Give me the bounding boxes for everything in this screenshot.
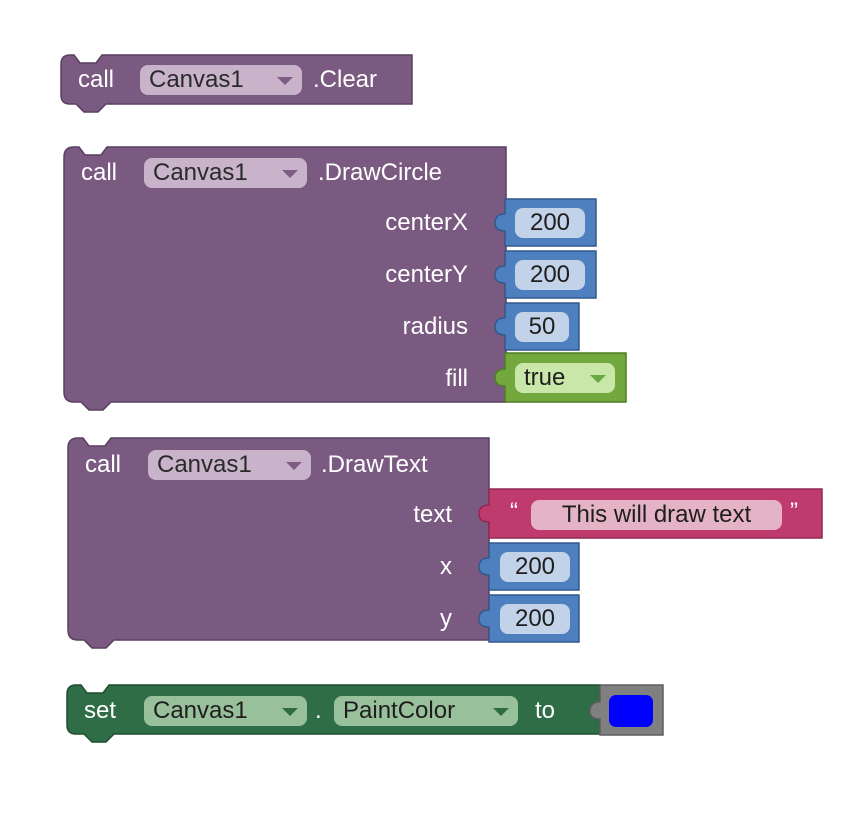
component-dropdown[interactable]: Canvas1 [144,696,307,726]
method-name: .DrawText [321,451,428,478]
y-label: y [440,605,452,632]
centery-number-field[interactable]: 200 [515,260,585,290]
call-keyword: call [78,66,115,93]
chevron-down-icon [282,708,298,716]
component-dropdown-value: Canvas1 [149,66,244,93]
chevron-down-icon [286,462,302,470]
fill-label: fill [445,365,468,392]
chevron-down-icon [277,77,293,85]
method-name: .DrawCircle [318,159,443,186]
y-number-field[interactable]: 200 [500,604,570,634]
component-dropdown[interactable]: Canvas1 [140,65,302,95]
chevron-down-icon [493,708,509,716]
chevron-down-icon [590,375,606,383]
property-dropdown-value: PaintColor [343,697,456,724]
x-label: x [440,553,452,580]
centerx-number-field[interactable]: 200 [515,208,585,238]
component-dropdown-value: Canvas1 [157,451,252,478]
component-dropdown[interactable]: Canvas1 [144,158,307,188]
text-label: text [413,501,452,528]
component-dropdown-value: Canvas1 [153,159,248,186]
text-string-field[interactable]: This will draw text [531,500,782,530]
call-keyword: call [81,159,118,186]
call-keyword: call [85,451,122,478]
component-dropdown[interactable]: Canvas1 [148,450,311,480]
property-dropdown[interactable]: PaintColor [334,696,518,726]
centery-label: centerY [385,261,468,288]
color-swatch[interactable] [609,695,653,727]
fill-boolean-value: true [524,364,566,391]
centerx-label: centerX [385,209,468,236]
fill-boolean-dropdown[interactable]: true [515,363,615,393]
method-name: .Clear [313,66,378,93]
to-keyword: to [535,697,556,724]
set-keyword: set [84,697,117,724]
chevron-down-icon [282,170,298,178]
radius-number-field[interactable]: 50 [515,312,569,342]
x-number-field[interactable]: 200 [500,552,570,582]
radius-label: radius [402,313,468,340]
dot-separator: . [315,697,322,724]
open-quote: “ [510,498,518,525]
close-quote: ” [790,498,798,525]
component-dropdown-value: Canvas1 [153,697,248,724]
